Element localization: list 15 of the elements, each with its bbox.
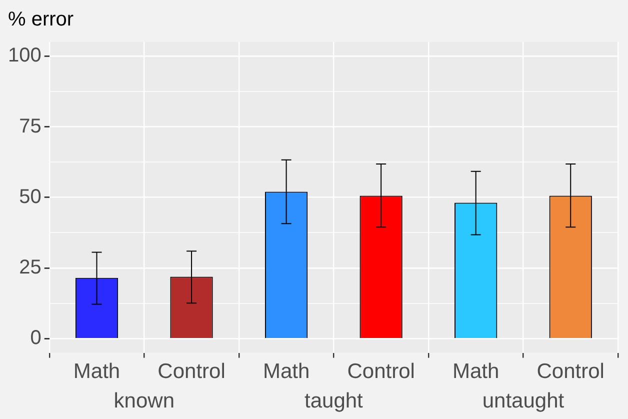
y-axis-title: % error — [8, 8, 74, 31]
y-tick-label: 0 — [30, 327, 42, 350]
y-tick-label: 50 — [19, 186, 42, 208]
x-tick-label: Math — [262, 360, 310, 384]
x-tick-label: Control — [536, 360, 604, 384]
x-tick-label: Math — [452, 360, 500, 384]
x-tick-label: Control — [347, 360, 415, 384]
x-tick-label: Math — [73, 360, 120, 384]
x-tick-label: Control — [158, 360, 226, 384]
y-tick-label: 100 — [8, 44, 42, 67]
text: taught — [304, 389, 364, 412]
y-tick-label: 25 — [19, 256, 42, 279]
y-tick-label: 75 — [19, 115, 42, 138]
text: untaught — [482, 389, 564, 412]
text: known — [114, 389, 174, 412]
